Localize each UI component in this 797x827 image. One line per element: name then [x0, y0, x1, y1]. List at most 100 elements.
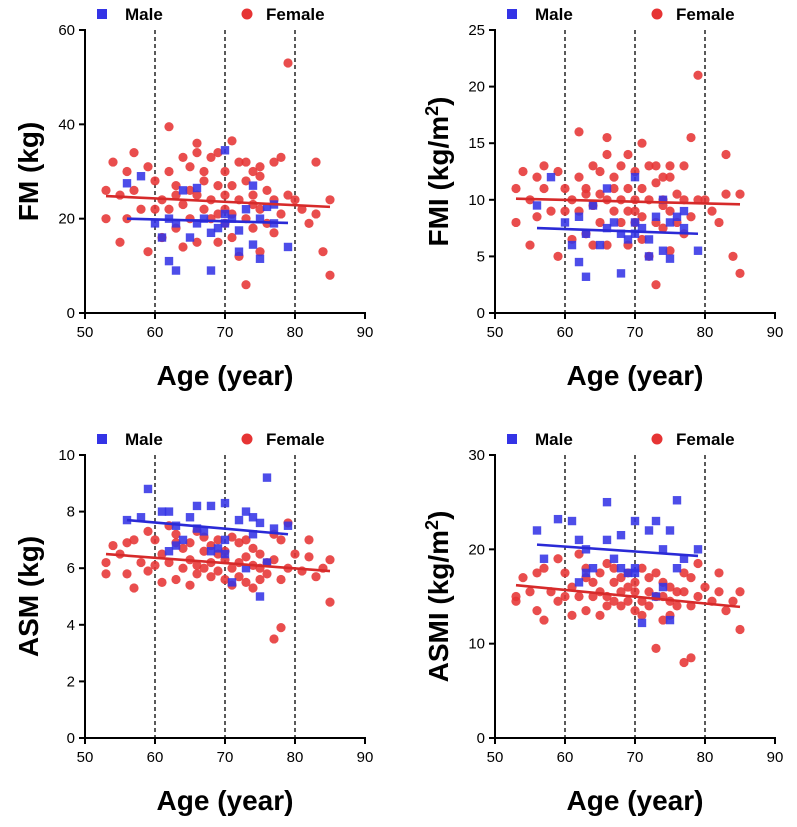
male-point: [220, 498, 230, 508]
female-point: [283, 58, 293, 68]
female-point: [290, 195, 300, 205]
male-point: [644, 526, 654, 535]
female-point: [157, 549, 167, 559]
male-point: [658, 582, 668, 592]
female-point: [651, 643, 661, 653]
male-point: [546, 172, 556, 182]
female-point: [630, 577, 640, 587]
male-point: [164, 507, 174, 516]
female-point: [623, 183, 633, 194]
female-point: [679, 161, 689, 171]
x-tick-label: 80: [287, 749, 304, 766]
female-point: [269, 634, 279, 644]
legend: Male Female: [97, 5, 325, 24]
x-axis-title: Age (year): [567, 785, 704, 816]
male-point: [248, 530, 258, 539]
female-point: [227, 232, 237, 243]
female-point: [199, 166, 209, 177]
female-point: [581, 606, 591, 616]
female-point: [164, 204, 174, 214]
female-point: [602, 132, 612, 143]
female-point: [220, 166, 230, 177]
female-point: [115, 237, 125, 247]
male-point: [255, 518, 265, 528]
male-point: [581, 568, 591, 578]
female-point: [129, 148, 139, 158]
female-point: [644, 573, 654, 583]
male-point: [136, 513, 146, 522]
legend-label-female: Female: [266, 430, 325, 449]
male-point: [672, 564, 682, 573]
female-point: [227, 136, 237, 146]
male-point: [206, 547, 216, 556]
male-point: [220, 219, 230, 228]
male-point: [255, 254, 265, 263]
female-point: [651, 280, 661, 290]
female-point: [693, 558, 703, 569]
panel-asm: 0 2 4 6 8 10 50 60 70 80 90 Age (year) ASM (kg) Male F…: [13, 430, 373, 816]
male-point: [630, 229, 640, 238]
female-point: [721, 149, 731, 160]
female-point: [609, 206, 619, 216]
female-point: [686, 653, 696, 663]
male-point: [630, 564, 640, 573]
female-point: [101, 214, 111, 224]
female-point: [616, 161, 626, 171]
female-point: [164, 122, 174, 132]
female-point: [143, 162, 153, 172]
female-point: [721, 189, 731, 199]
male-point: [262, 473, 272, 482]
female-point: [539, 183, 549, 194]
male-point: [679, 554, 689, 563]
female-point: [255, 171, 265, 181]
female-point: [637, 610, 647, 620]
male-point: [658, 545, 668, 554]
panel-fmi: 0 5 10 15 20 25 50 60 70 80 90 Age (year) FMI (kg/m2…: [422, 5, 783, 391]
female-point: [637, 212, 647, 222]
x-tick-label: 80: [287, 324, 304, 341]
female-point: [672, 601, 682, 611]
legend-marker-male: [507, 9, 517, 19]
female-point: [164, 166, 174, 177]
female-point: [325, 270, 335, 280]
female-point: [192, 560, 202, 570]
female-point: [609, 563, 619, 573]
female-point: [122, 166, 132, 177]
female-point: [665, 172, 675, 182]
female-point: [525, 587, 535, 597]
female-point: [595, 217, 605, 228]
female-point: [241, 176, 251, 186]
x-tick-label: 90: [357, 749, 374, 766]
female-point: [178, 199, 188, 210]
male-point: [136, 172, 146, 181]
legend-marker-male: [97, 9, 107, 19]
male-point: [588, 201, 598, 210]
female-point: [129, 185, 139, 195]
female-point: [553, 596, 563, 606]
female-point: [602, 558, 612, 569]
male-point: [532, 201, 542, 210]
female-point: [101, 185, 111, 195]
female-point: [108, 540, 118, 551]
male-point: [241, 564, 251, 573]
female-point: [213, 237, 223, 247]
male-point: [609, 218, 619, 227]
male-point: [185, 233, 195, 242]
female-fit-line: [515, 197, 741, 206]
male-fit-line: [536, 543, 699, 558]
female-point: [241, 577, 251, 587]
female-point: [178, 543, 188, 553]
x-tick-label: 60: [147, 324, 164, 341]
male-point: [283, 242, 293, 252]
female-point: [213, 566, 223, 576]
female-point: [185, 538, 195, 548]
female-point: [227, 532, 237, 542]
female-point: [276, 574, 286, 585]
legend-label-female: Female: [676, 5, 735, 24]
male-point: [220, 549, 230, 559]
female-point: [171, 181, 181, 191]
female-point: [234, 157, 244, 167]
y-tick-label: 25: [468, 22, 485, 39]
female-point: [122, 214, 132, 224]
